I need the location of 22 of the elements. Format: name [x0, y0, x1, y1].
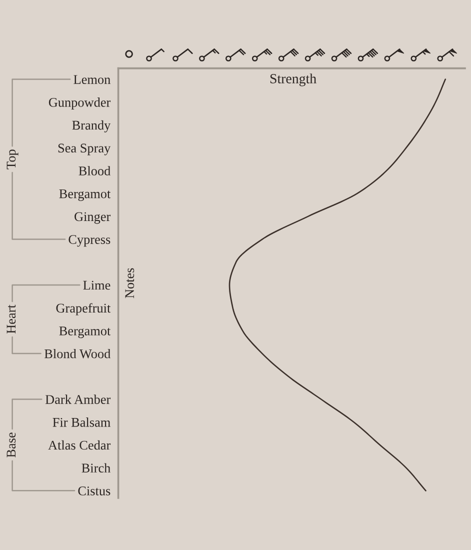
y-tick-label: Cistus: [78, 486, 110, 496]
text: Base: [6, 432, 16, 458]
text: Top: [6, 150, 18, 170]
y-tick-label: Birch: [82, 463, 110, 473]
y-tick-label: Atlas Cedar: [48, 440, 111, 450]
y-tick-label: Sea Spray: [58, 144, 111, 156]
y-tick-label: Blood: [78, 166, 110, 176]
y-tick-label: Lemon: [74, 75, 110, 84]
y-tick-label: Bergamot: [59, 189, 111, 201]
text: Heart: [6, 304, 16, 334]
y-tick-label: Blond Wood: [44, 348, 110, 358]
y-tick-label: Gunpowder: [48, 98, 111, 110]
y-tick-label: Fir Balsam: [52, 418, 110, 427]
y-tick-label: Ginger: [74, 212, 111, 224]
x-axis-title: Strength: [270, 74, 316, 86]
y-tick-label: Cypress: [68, 235, 110, 247]
y-tick-label: Dark Amber: [45, 394, 111, 404]
y-tick-label: Bergamot: [59, 326, 111, 338]
y-axis-title: Notes: [125, 268, 134, 298]
y-tick-label: Grapefruit: [56, 303, 111, 316]
y-tick-label: Brandy: [72, 120, 111, 132]
y-tick-label: Lime: [83, 280, 110, 290]
